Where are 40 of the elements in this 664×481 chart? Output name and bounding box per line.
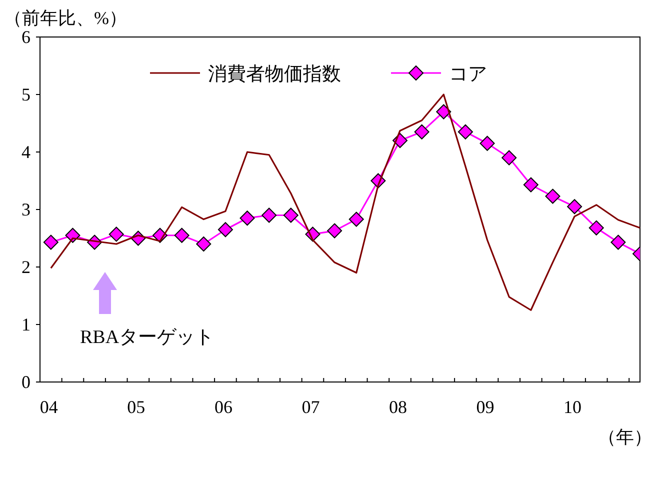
point (240, 210, 255, 226)
point (414, 124, 430, 140)
y-tick-label: 4 (22, 142, 30, 162)
point (458, 124, 473, 140)
legend-label: コア (449, 64, 487, 85)
x-tick-label: 04 (40, 397, 58, 417)
y-tick-label: 5 (22, 84, 30, 104)
x-tick-label: 05 (127, 397, 146, 417)
x-axis-title: （年） (598, 427, 652, 447)
x-tick-label: 06 (214, 397, 232, 417)
x-tick-label: 09 (476, 397, 494, 417)
point (523, 177, 538, 192)
point (567, 199, 582, 214)
point (108, 226, 124, 242)
point (262, 208, 277, 223)
y-tick-label: 2 (22, 257, 30, 277)
annotation: RBAターゲット (80, 327, 214, 348)
line-series (50, 94, 640, 311)
point (545, 188, 560, 204)
point (502, 150, 517, 166)
point (196, 236, 212, 252)
point (218, 222, 233, 238)
point (436, 104, 452, 120)
point (174, 228, 190, 243)
point (283, 208, 298, 223)
y-tick-label: 6 (22, 27, 30, 47)
x-tick-label: 10 (564, 397, 582, 417)
point (327, 223, 342, 238)
point (588, 220, 604, 236)
y-tick-label: 1 (22, 314, 30, 334)
legend-label: 消費者物価指数 (208, 64, 341, 85)
point (610, 234, 626, 250)
y-tick-label: 3 (22, 200, 30, 220)
point (480, 136, 495, 151)
point (348, 212, 364, 227)
x-tick-label: 07 (302, 397, 320, 417)
y-tick-label: 0 (22, 372, 30, 392)
y-axis-title: （前年比、%） (4, 8, 127, 28)
point (43, 234, 58, 250)
x-tick-label: 08 (389, 397, 407, 417)
